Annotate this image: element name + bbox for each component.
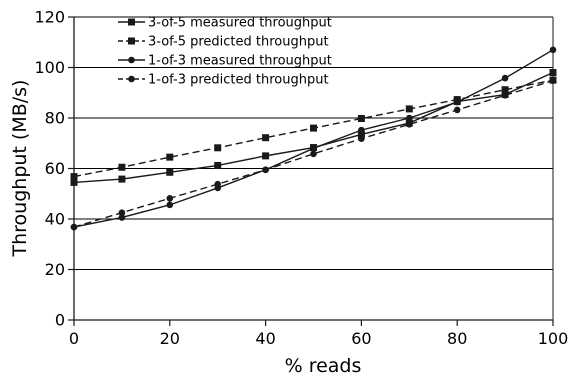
legend-marker bbox=[128, 37, 135, 45]
data-point bbox=[501, 74, 509, 82]
data-point bbox=[166, 194, 174, 202]
legend-label: 1-of-3 predicted throughput bbox=[148, 73, 329, 88]
data-point bbox=[358, 135, 365, 143]
x-axis-label: % reads bbox=[285, 355, 362, 376]
x-tick-label: 40 bbox=[255, 329, 275, 348]
data-point bbox=[357, 130, 365, 138]
data-point bbox=[310, 145, 317, 152]
series-layer bbox=[70, 46, 557, 231]
y-tick-label: 60 bbox=[45, 159, 65, 178]
data-point bbox=[406, 121, 413, 128]
y-tick-label: 20 bbox=[45, 260, 65, 279]
y-tick-label: 120 bbox=[34, 8, 65, 27]
data-point bbox=[166, 201, 174, 209]
legend-item: 1-of-3 measured throughput bbox=[118, 54, 332, 69]
legend-marker bbox=[128, 18, 135, 26]
data-point bbox=[118, 175, 126, 183]
data-point bbox=[214, 144, 222, 152]
y-tick-label: 100 bbox=[34, 58, 65, 77]
data-point bbox=[166, 153, 174, 161]
series-line bbox=[73, 79, 554, 228]
data-point bbox=[262, 134, 270, 142]
data-point bbox=[501, 91, 509, 99]
series-2 bbox=[70, 76, 557, 181]
legend-item: 1-of-3 predicted throughput bbox=[118, 73, 329, 88]
data-point bbox=[166, 168, 174, 176]
data-point bbox=[262, 152, 270, 160]
series-4 bbox=[70, 77, 557, 231]
x-tick-label: 0 bbox=[69, 329, 79, 348]
data-point bbox=[118, 209, 126, 216]
x-tick-label: 60 bbox=[351, 329, 371, 348]
data-point bbox=[358, 126, 365, 134]
legend-label: 3-of-5 measured throughput bbox=[148, 16, 332, 31]
data-point bbox=[357, 115, 365, 123]
data-point bbox=[310, 150, 317, 158]
gridlines bbox=[74, 16, 553, 270]
data-point bbox=[118, 214, 126, 221]
y-axis-label: Throughput (MB/s) bbox=[9, 80, 31, 258]
legend: 3-of-5 measured throughput 3-of-5 predict… bbox=[118, 16, 332, 88]
data-point bbox=[453, 98, 461, 106]
legend-item: 3-of-5 predicted throughput bbox=[118, 35, 329, 50]
legend-marker bbox=[128, 56, 135, 64]
axes bbox=[68, 16, 554, 326]
data-point bbox=[214, 161, 222, 169]
data-point bbox=[405, 105, 413, 113]
legend-label: 1-of-3 measured throughput bbox=[148, 54, 332, 69]
y-tick-label: 80 bbox=[45, 109, 65, 128]
data-point bbox=[214, 180, 221, 188]
y-tick-label: 40 bbox=[45, 210, 65, 229]
x-tick-label: 20 bbox=[160, 329, 180, 348]
data-point bbox=[453, 106, 461, 114]
x-tick-label: 80 bbox=[447, 329, 467, 348]
data-point bbox=[501, 86, 509, 94]
y-tick-label: 0 bbox=[55, 311, 65, 330]
data-point bbox=[310, 124, 317, 132]
data-point bbox=[118, 163, 126, 171]
tick-labels: 0 20 40 60 80 100 120 0 20 40 60 80 100 bbox=[34, 8, 568, 349]
x-tick-label: 100 bbox=[538, 329, 569, 348]
legend-item: 3-of-5 measured throughput bbox=[118, 16, 332, 31]
data-point bbox=[406, 114, 413, 122]
data-point bbox=[262, 166, 269, 174]
legend-marker bbox=[128, 75, 135, 83]
legend-label: 3-of-5 predicted throughput bbox=[148, 35, 329, 50]
